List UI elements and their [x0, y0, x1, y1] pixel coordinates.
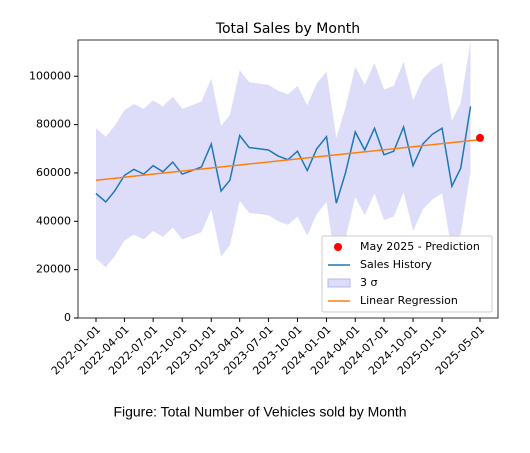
prediction-point	[476, 133, 484, 142]
caption: Figure: Total Number of Vehicles sold by…	[113, 404, 406, 420]
legend: May 2025 - Prediction Sales History 3 σ Lin…	[321, 235, 493, 313]
plot-frame	[77, 39, 499, 319]
series-line	[95, 138, 481, 181]
legend-label: Linear Regression	[360, 294, 458, 307]
y-tick-label: 60000	[36, 166, 71, 179]
y-tick-label: 40000	[36, 214, 71, 227]
y-tick-label: 80000	[36, 118, 71, 131]
legend-swatch	[334, 243, 342, 251]
legend-swatch	[327, 278, 351, 288]
y-tick-label: 100000	[29, 69, 71, 82]
legend-label: 3 σ	[360, 276, 377, 289]
legend-label: May 2025 - Prediction	[360, 240, 480, 253]
legend-label: Sales History	[360, 258, 432, 271]
sigma-band	[96, 41, 471, 269]
series-line	[95, 106, 472, 204]
legend-box	[321, 235, 493, 313]
chart-title: Total Sales by Month	[215, 21, 360, 37]
y-tick-label: 0	[64, 311, 71, 324]
y-tick-label: 20000	[36, 263, 71, 276]
